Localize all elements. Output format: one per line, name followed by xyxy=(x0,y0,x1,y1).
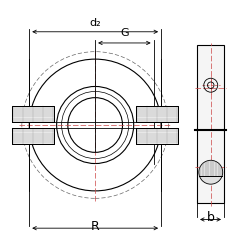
Polygon shape xyxy=(12,128,54,144)
Text: G: G xyxy=(120,28,129,38)
Text: d₂: d₂ xyxy=(89,18,101,28)
Polygon shape xyxy=(136,128,178,144)
Text: b: b xyxy=(206,211,214,224)
Circle shape xyxy=(199,160,223,184)
Polygon shape xyxy=(12,106,54,122)
Bar xyxy=(197,46,224,203)
Polygon shape xyxy=(136,106,178,122)
Text: R: R xyxy=(91,220,100,233)
